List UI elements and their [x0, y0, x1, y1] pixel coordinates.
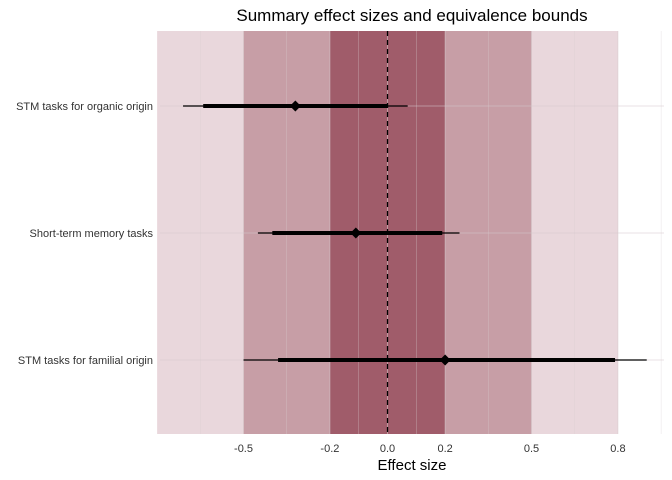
x-tick-label-2: 0.0: [380, 443, 395, 455]
estimate-point-2: [439, 354, 451, 366]
y-tick-label-2: STM tasks for familial origin: [18, 355, 153, 367]
x-tick-label-3: 0.2: [437, 443, 452, 455]
x-tick-label-0: -0.5: [234, 443, 253, 455]
estimate-marks: [183, 100, 647, 366]
y-axis-labels: STM tasks for organic origin Short-term m…: [16, 101, 153, 367]
y-tick-label-0: STM tasks for organic origin: [16, 101, 153, 113]
y-tick-label-1: Short-term memory tasks: [30, 228, 154, 240]
x-axis-title: Effect size: [378, 457, 447, 474]
chart-title: Summary effect sizes and equivalence bou…: [236, 6, 587, 25]
estimate-point-1: [350, 227, 362, 239]
estimate-point-0: [289, 100, 301, 112]
x-tick-label-5: 0.8: [610, 443, 625, 455]
x-tick-label-1: -0.2: [320, 443, 339, 455]
x-axis-ticks: -0.5 -0.2 0.0 0.2 0.5 0.8: [234, 443, 626, 455]
x-tick-label-4: 0.5: [524, 443, 539, 455]
